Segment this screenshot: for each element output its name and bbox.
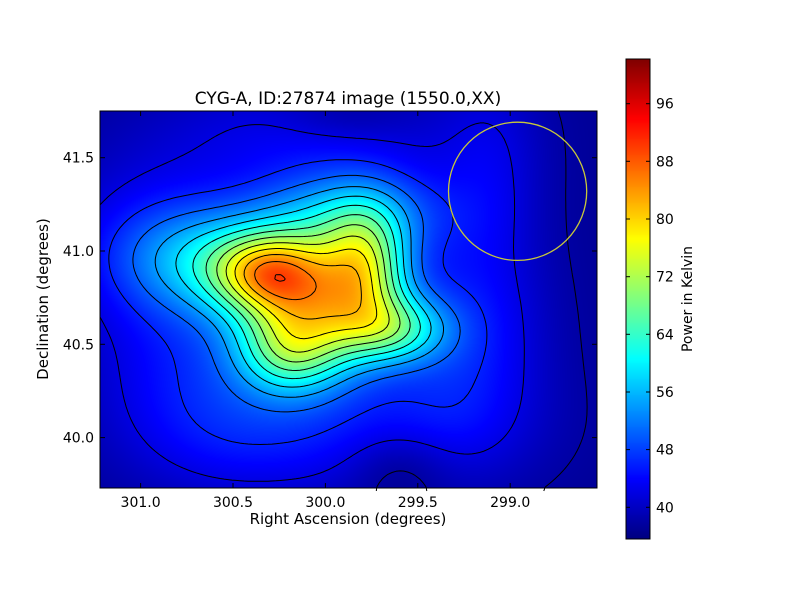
colorbar-tick-label: 64 — [656, 327, 674, 343]
colorbar-tick-label: 96 — [656, 97, 674, 113]
contour-line-11 — [243, 254, 362, 320]
contour-line-4 — [154, 186, 444, 398]
y-tick-label: 41.0 — [63, 244, 94, 260]
contour-line-5 — [175, 195, 432, 388]
x-tick-label: 300.5 — [213, 495, 253, 511]
annotations — [447, 121, 588, 262]
chart-title: CYG-A, ID:27874 image (1550.0,XX) — [195, 89, 501, 109]
contour-line-10 — [234, 248, 378, 340]
x-tick-label: 301.0 — [121, 495, 161, 511]
colorbar-tick-label: 56 — [656, 385, 674, 401]
annotation-circle-0 — [447, 121, 588, 262]
colorbar-tick-label: 48 — [656, 443, 674, 459]
contour-line-1 — [99, 122, 525, 482]
contour-line-12 — [254, 261, 317, 301]
colorbar-ticks: 40 48 56 64 72 80 88 96 — [626, 97, 674, 516]
x-axis-ticks: 301.0 300.5 300.0 299.5 299.0 — [121, 111, 530, 511]
contour-line-13 — [274, 274, 286, 282]
plot-frame — [99, 110, 598, 489]
colorbar-label: Power in Kelvin — [680, 246, 696, 352]
contour-line-6 — [192, 204, 421, 380]
contour-line-9 — [225, 235, 390, 353]
x-axis-label: Right Ascension (degrees) — [250, 510, 447, 528]
colorbar-tick-label: 72 — [656, 270, 674, 286]
x-tick-label: 300.0 — [305, 495, 345, 511]
colorbar-tick-label: 88 — [656, 154, 674, 170]
colorbar-gradient — [626, 59, 650, 539]
contour-line-2 — [108, 159, 488, 445]
contour-line-7 — [205, 214, 411, 371]
x-tick-label: 299.5 — [398, 495, 438, 511]
x-tick-label: 299.0 — [490, 495, 530, 511]
colorbar-canvas — [626, 59, 650, 539]
contour-lines — [99, 110, 588, 492]
contour-line-0 — [375, 110, 588, 492]
colorbar-tick-label: 40 — [656, 500, 674, 516]
colorbar-tick-label: 80 — [656, 212, 674, 228]
contour-line-8 — [216, 224, 401, 363]
colorbar-frame — [625, 58, 651, 540]
y-tick-label: 40.5 — [63, 337, 94, 353]
y-tick-label: 40.0 — [63, 431, 94, 447]
y-axis-label: Declination (degrees) — [34, 218, 52, 380]
contour-line-3 — [132, 174, 461, 413]
y-axis-ticks: 40.0 40.5 41.0 41.5 — [63, 151, 597, 447]
y-tick-label: 41.5 — [63, 151, 94, 167]
